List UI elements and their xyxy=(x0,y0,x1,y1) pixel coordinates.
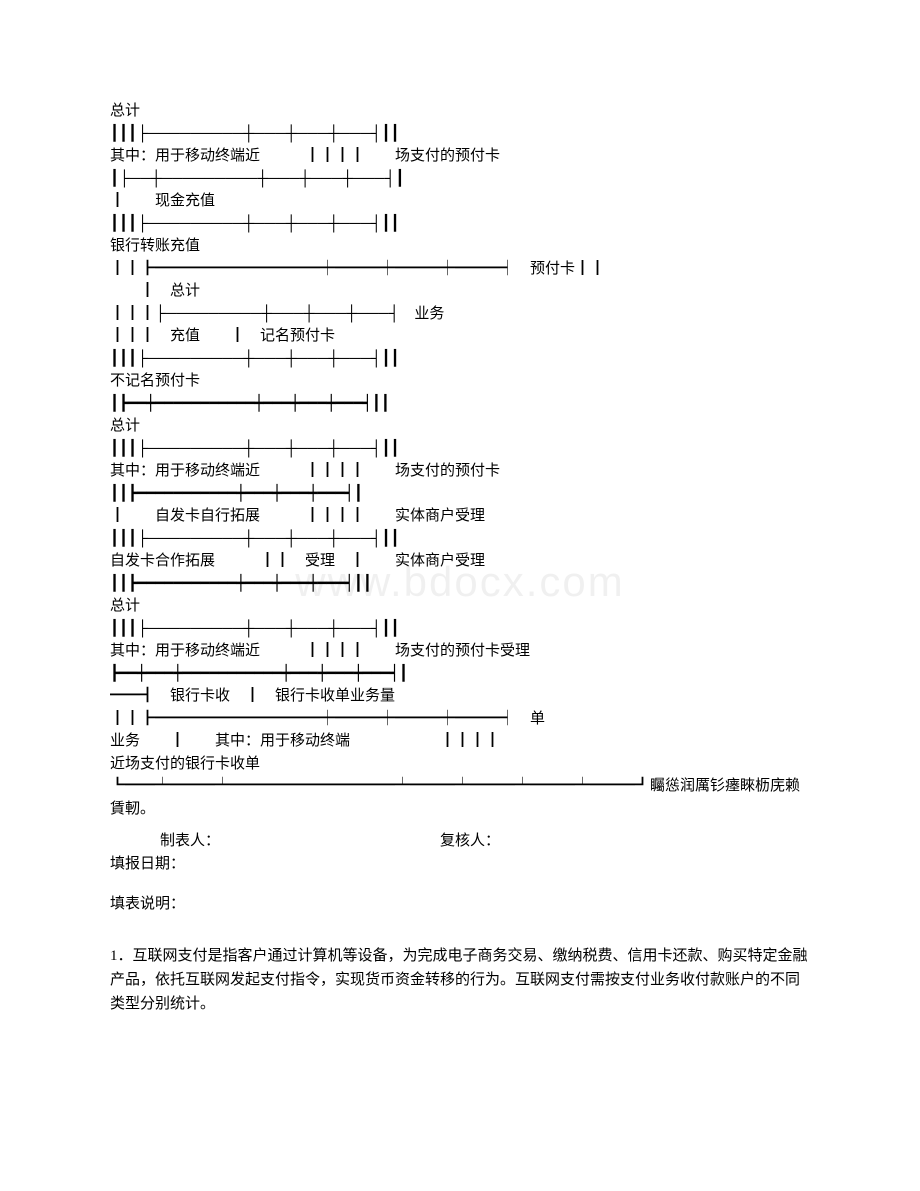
line-7: ┃┃┣━━━━━━━━━━━┿━━━┿━━━┿━━━┥ 预付卡┃┃ xyxy=(110,261,605,277)
explanation-title: 填表说明： xyxy=(110,896,185,912)
paragraph-1: 1．互联网支付是指客户通过计算机等设备，为完成电子商务交易、缴纳税费、信用卡还款… xyxy=(110,944,810,1016)
line-24: 其中：用于移动终端近 ┃┃┃┃ 场支付的预付卡受理 xyxy=(110,643,530,659)
line-1: ┃┃┃├─────────┼───┼───┼───┤┃┃ xyxy=(110,126,400,142)
line-25: ┣━━┿━━━┿━━━━━━━━━━━┿━━━┿━━━┿━━━┥┃ xyxy=(110,666,408,682)
explanation-title-row: 填表说明： xyxy=(110,893,810,916)
line-8: ┃ 总计 xyxy=(110,283,200,299)
line-9: ┃┃┃├─────────┼───┼───┼───┤ 业务 xyxy=(110,306,444,322)
line-18: ┃ 自发卡自行拓展 ┃┃┃┃ 实体商户受理 xyxy=(110,508,485,524)
line-20: 自发卡合作拓展 ┃┃ 受理 ┃ 实体商户受理 xyxy=(110,553,485,569)
line-4: ┃ 现金充值 xyxy=(110,193,215,209)
line-13: ┃┣━━┿━━━━━━━━━━━┿━━━┿━━━┿━━━┥┃┃ xyxy=(110,396,390,412)
line-16: 其中：用于移动终端近 ┃┃┃┃ 场支付的预付卡 xyxy=(110,463,500,479)
line-14: 总计 xyxy=(110,418,140,434)
report-date-label: 填报日期： xyxy=(110,856,185,872)
line-19: ┃┃┃├─────────┼───┼───┼───┤┃┃ xyxy=(110,531,400,547)
preparer-label: 制表人： xyxy=(160,833,220,849)
line-17: ┃┃┣━━━━━━━━━━━┿━━━┿━━━┿━━━┥┃ xyxy=(110,486,363,502)
report-date-row: 填报日期： xyxy=(110,853,810,876)
line-5: ┃┃┃├─────────┼───┼───┼───┤┃┃ xyxy=(110,216,400,232)
line-23: ┃┃┃├─────────┼───┼───┼───┤┃┃ xyxy=(110,621,400,637)
line-28: 业务 ┃ 其中：用于移动终端 ┃┃┃┃ xyxy=(110,733,500,749)
line-29: 近场支付的银行卡收单 xyxy=(110,756,260,772)
line-30: ┗━━┷━━━┷━━━━━━━━━━━┷━━━┷━━━┷━━━┷━━━┛矚慫润厲… xyxy=(110,778,800,817)
line-22: 总计 xyxy=(110,598,140,614)
line-15: ┃┃┃├─────────┼───┼───┼───┤┃┃ xyxy=(110,441,400,457)
footer-row: 制表人： 复核人： xyxy=(110,830,810,853)
line-6: 银行转账充值 xyxy=(110,238,200,254)
line-27: ┃┃┣━━━━━━━━━━━┿━━━┿━━━┿━━━┥ 单 xyxy=(110,711,545,727)
reviewer-label: 复核人： xyxy=(440,833,500,849)
document-body: 总计 ┃┃┃├─────────┼───┼───┼───┤┃┃ 其中：用于移动终… xyxy=(110,100,810,820)
line-0: 总计 xyxy=(110,103,140,119)
line-21: ┃┃┣━━━━━━━━━━━┿━━━┿━━━┿━━━┥┃┃ xyxy=(110,576,372,592)
line-2: 其中：用于移动终端近 ┃┃┃┃ 场支付的预付卡 xyxy=(110,148,500,164)
line-3: ┃├──┼─────────┼───┼───┼───┤┃ xyxy=(110,171,404,187)
line-12: 不记名预付卡 xyxy=(110,373,200,389)
line-26: ━━┫ 银行卡收 ┃ 银行卡收单业务量 xyxy=(110,688,395,704)
line-11: ┃┃┃├─────────┼───┼───┼───┤┃┃ xyxy=(110,351,400,367)
line-10: ┃┃┃ 充值 ┃ 记名预付卡 xyxy=(110,328,335,344)
